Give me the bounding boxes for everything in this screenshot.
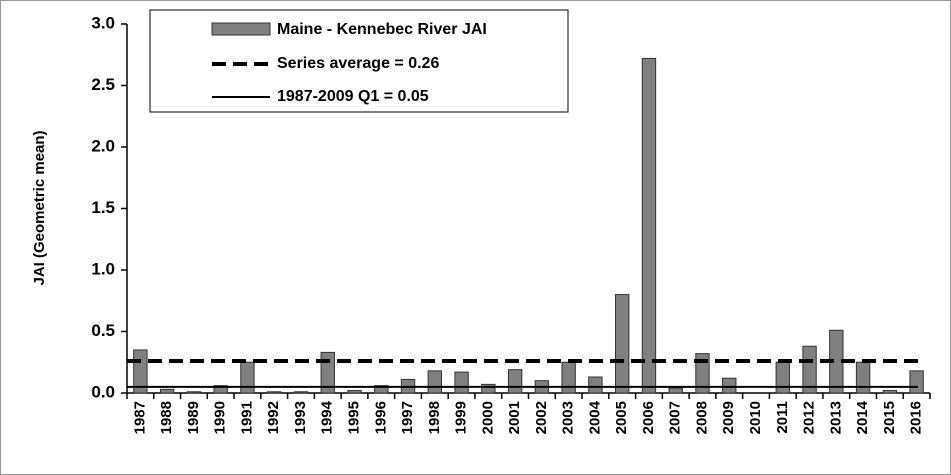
legend-label: Maine - Kennebec River JAI	[277, 21, 487, 38]
x-tick-label: 2011	[774, 401, 791, 434]
y-tick-label: 1.0	[91, 259, 115, 278]
bar	[159, 388, 175, 394]
x-tick-label: 2005	[613, 401, 630, 434]
x-tick-label: 2015	[881, 401, 898, 434]
bar	[641, 57, 657, 394]
bar	[427, 370, 443, 394]
y-tick-label: 2.5	[91, 75, 115, 94]
bar	[722, 377, 737, 394]
bar	[775, 361, 790, 394]
y-tick-label: 2.0	[91, 136, 115, 155]
bar	[588, 376, 603, 394]
bar	[186, 391, 202, 394]
x-tick-label: 2013	[827, 401, 844, 434]
bar	[267, 391, 282, 394]
legend-label: 1987-2009 Q1 = 0.05	[277, 88, 429, 105]
bar	[374, 385, 389, 394]
x-tick-label: 2002	[533, 401, 550, 434]
x-tick-label: 2010	[747, 401, 764, 434]
x-tick-label: 2014	[854, 400, 871, 434]
bar	[882, 390, 898, 394]
x-tick-label: 2016	[908, 401, 925, 434]
x-tick-label: 1994	[319, 400, 336, 434]
bar	[668, 387, 683, 394]
x-tick-label: 1991	[238, 401, 255, 434]
x-tick-label: 1996	[372, 401, 389, 434]
x-tick-label: 2001	[506, 401, 523, 434]
x-tick-label: 2004	[586, 400, 603, 434]
x-tick-label: 1997	[399, 401, 416, 434]
x-tick-label: 2007	[667, 401, 684, 434]
x-tick-label: 1990	[212, 401, 229, 434]
bar	[909, 370, 924, 394]
x-tick-label: 2008	[693, 401, 710, 434]
bar	[614, 294, 630, 394]
x-tick-label: 1995	[345, 401, 362, 434]
bar	[240, 361, 255, 394]
x-tick-label: 2003	[560, 401, 577, 434]
x-tick-label: 1999	[453, 401, 470, 434]
x-tick-label: 2009	[720, 401, 737, 434]
y-axis-title: JAI (Geometric mean)	[31, 130, 48, 285]
y-tick-label: 0.5	[91, 321, 115, 340]
bar	[695, 353, 710, 394]
bar	[507, 369, 523, 394]
legend-swatch	[211, 22, 271, 36]
bar	[481, 383, 496, 394]
bar	[293, 391, 309, 394]
x-tick-label: 1989	[185, 401, 202, 434]
x-tick-label: 2012	[801, 401, 818, 434]
bar	[855, 361, 871, 394]
x-tick-label: 1992	[265, 401, 282, 434]
y-tick-label: 1.5	[91, 198, 115, 217]
legend-label: Series average = 0.26	[277, 55, 439, 72]
legend-box	[149, 9, 569, 113]
bar	[347, 390, 362, 394]
y-tick-label: 0.0	[91, 382, 115, 401]
y-tick-label: 3.0	[91, 13, 115, 32]
x-tick-label: 2000	[479, 401, 496, 434]
x-tick-label: 2006	[640, 401, 657, 434]
bar	[802, 345, 817, 394]
x-tick-label: 1993	[292, 401, 309, 434]
x-tick-label: 1998	[426, 401, 443, 434]
bar	[561, 361, 576, 394]
bar	[454, 371, 469, 394]
x-tick-label: 1988	[158, 401, 175, 434]
bar	[213, 385, 228, 394]
x-tick-label: 1987	[131, 401, 148, 434]
